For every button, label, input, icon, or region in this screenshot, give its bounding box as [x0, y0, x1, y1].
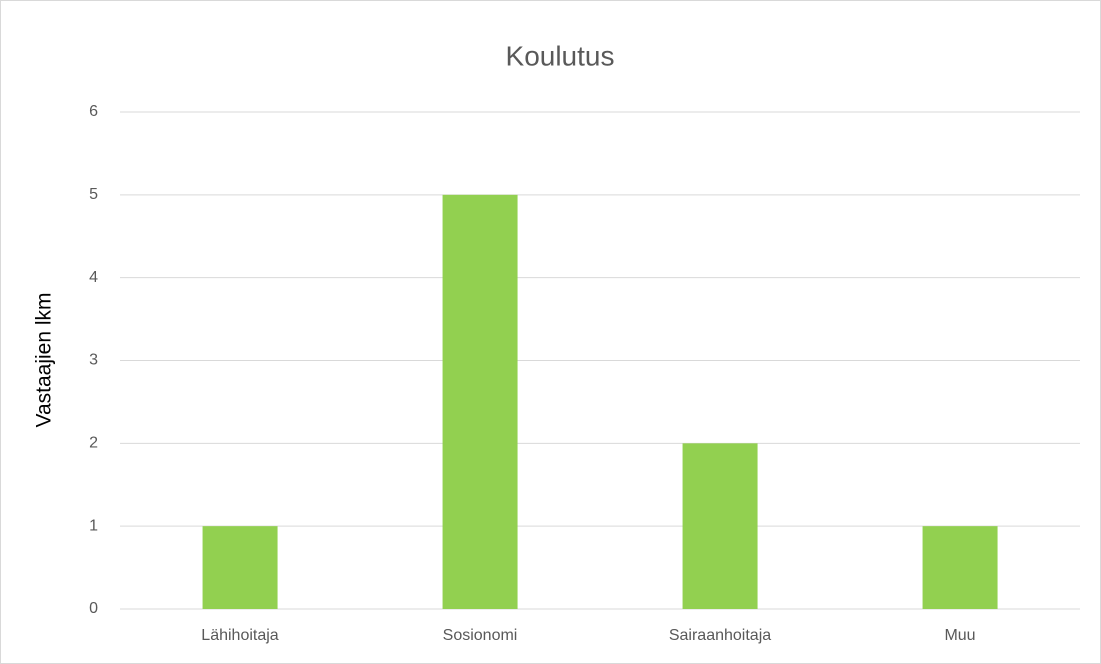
y-tick-label: 6 — [89, 103, 98, 120]
bar — [202, 526, 278, 609]
y-tick-label: 4 — [89, 269, 98, 286]
x-tick-label: Lähihoitaja — [201, 627, 279, 644]
y-tick-label: 0 — [89, 600, 98, 617]
x-tick-label: Muu — [944, 627, 975, 644]
y-axis-label: Vastaajien lkm — [33, 292, 56, 427]
y-tick-label: 3 — [89, 352, 98, 369]
bar — [922, 526, 998, 609]
x-tick-label: Sairaanhoitaja — [669, 627, 771, 644]
y-tick-label: 5 — [89, 186, 98, 203]
x-tick-label: Sosionomi — [443, 627, 518, 644]
bar — [442, 194, 518, 610]
y-tick-label: 1 — [89, 517, 98, 534]
bar — [682, 443, 758, 609]
chart-title: Koulutus — [506, 40, 615, 71]
y-tick-label: 2 — [89, 435, 98, 452]
